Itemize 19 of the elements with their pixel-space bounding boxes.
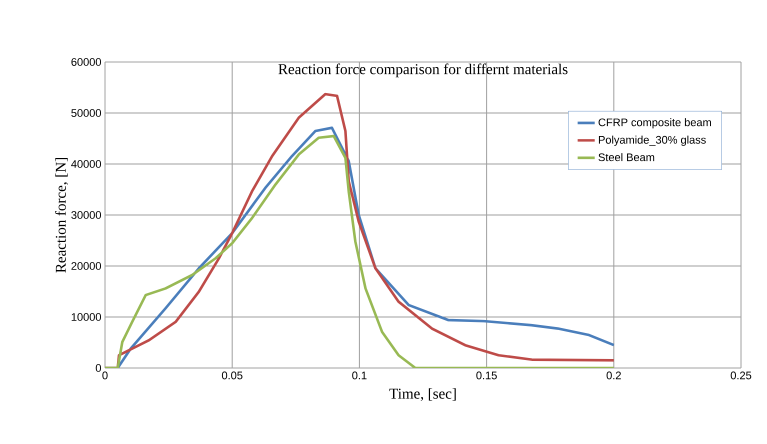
x-axis-title: Time, [sec] <box>389 388 456 401</box>
y-tick-label: 60000 <box>71 58 102 66</box>
y-tick-label: 40000 <box>71 160 102 168</box>
legend-label: Polyamide_30% glass <box>598 136 706 146</box>
x-tick-label: 0.2 <box>606 372 621 380</box>
y-tick-label: 20000 <box>71 262 102 270</box>
x-tick-label: 0.1 <box>352 372 367 380</box>
chart-title: Reaction force comparison for differnt materials <box>278 64 568 78</box>
y-tick-label: 50000 <box>71 109 102 117</box>
x-tick-label: 0.05 <box>222 372 242 380</box>
legend-label: Steel Beam <box>598 153 654 162</box>
x-tick-label: 0.25 <box>730 372 752 380</box>
legend-label: CFRP composite beam <box>598 118 711 128</box>
y-axis-title: Reaction force, [N] <box>55 158 68 273</box>
y-tick-label: 10000 <box>72 313 102 321</box>
y-tick-label: 30000 <box>71 211 102 219</box>
x-tick-label: 0 <box>102 372 108 380</box>
x-tick-label: 0.15 <box>476 372 497 380</box>
y-tick-label: 0 <box>96 364 102 372</box>
